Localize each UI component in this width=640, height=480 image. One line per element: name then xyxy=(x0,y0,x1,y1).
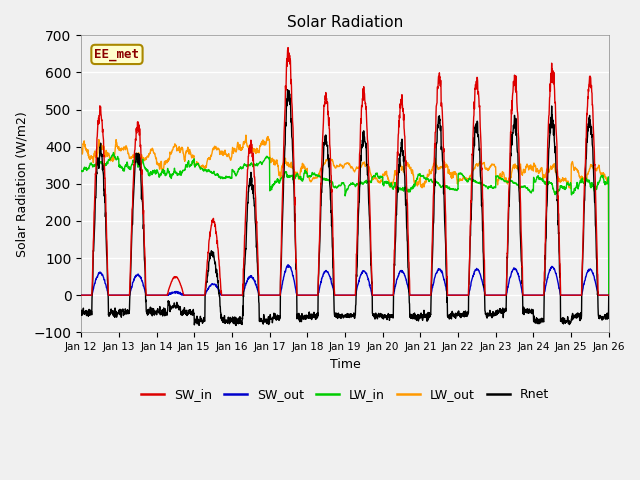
Rnet xyxy=(557,283,564,288)
LW_in xyxy=(604,174,612,180)
LW_in xyxy=(556,185,564,191)
SW_in xyxy=(318,152,326,157)
LW_out xyxy=(474,162,481,168)
Line: SW_out: SW_out xyxy=(81,265,609,295)
Line: Rnet: Rnet xyxy=(81,90,609,325)
LW_in xyxy=(77,168,85,174)
Rnet xyxy=(474,120,481,126)
LW_in xyxy=(474,180,481,185)
LW_out xyxy=(556,178,564,184)
Rnet xyxy=(232,323,240,328)
Rnet xyxy=(284,87,291,93)
LW_out xyxy=(77,146,85,152)
SW_out xyxy=(374,292,381,298)
SW_out xyxy=(474,267,481,273)
LW_out xyxy=(318,163,326,169)
Rnet xyxy=(605,292,612,298)
LW_out xyxy=(541,175,548,180)
Rnet xyxy=(541,252,549,258)
Legend: SW_in, SW_out, LW_in, LW_out, Rnet: SW_in, SW_out, LW_in, LW_out, Rnet xyxy=(136,383,554,406)
SW_out xyxy=(284,262,292,268)
Rnet xyxy=(374,313,382,319)
SW_in xyxy=(556,261,564,267)
Line: LW_out: LW_out xyxy=(81,135,609,295)
LW_out xyxy=(605,292,612,298)
LW_in xyxy=(318,175,326,180)
Line: LW_in: LW_in xyxy=(81,153,609,295)
SW_out xyxy=(77,292,85,298)
SW_in xyxy=(77,292,85,298)
LW_in xyxy=(374,173,381,179)
Y-axis label: Solar Radiation (W/m2): Solar Radiation (W/m2) xyxy=(15,111,28,257)
SW_in xyxy=(541,267,548,273)
Rnet xyxy=(77,312,85,318)
LW_in xyxy=(109,150,117,156)
Text: EE_met: EE_met xyxy=(95,48,140,61)
SW_in xyxy=(474,75,481,81)
SW_in xyxy=(604,292,612,298)
Rnet xyxy=(319,172,326,178)
SW_out xyxy=(318,275,326,280)
SW_out xyxy=(604,292,612,298)
Title: Solar Radiation: Solar Radiation xyxy=(287,15,403,30)
Line: SW_in: SW_in xyxy=(81,48,609,295)
SW_in xyxy=(284,45,292,50)
Rnet xyxy=(605,313,612,319)
SW_in xyxy=(374,292,381,298)
LW_in xyxy=(605,292,612,298)
LW_out xyxy=(604,181,612,187)
SW_in xyxy=(605,292,612,298)
LW_out xyxy=(242,132,250,138)
SW_out xyxy=(556,290,564,296)
SW_out xyxy=(605,292,612,298)
LW_in xyxy=(541,180,548,186)
LW_out xyxy=(374,179,381,185)
SW_out xyxy=(541,288,548,294)
X-axis label: Time: Time xyxy=(330,358,360,371)
